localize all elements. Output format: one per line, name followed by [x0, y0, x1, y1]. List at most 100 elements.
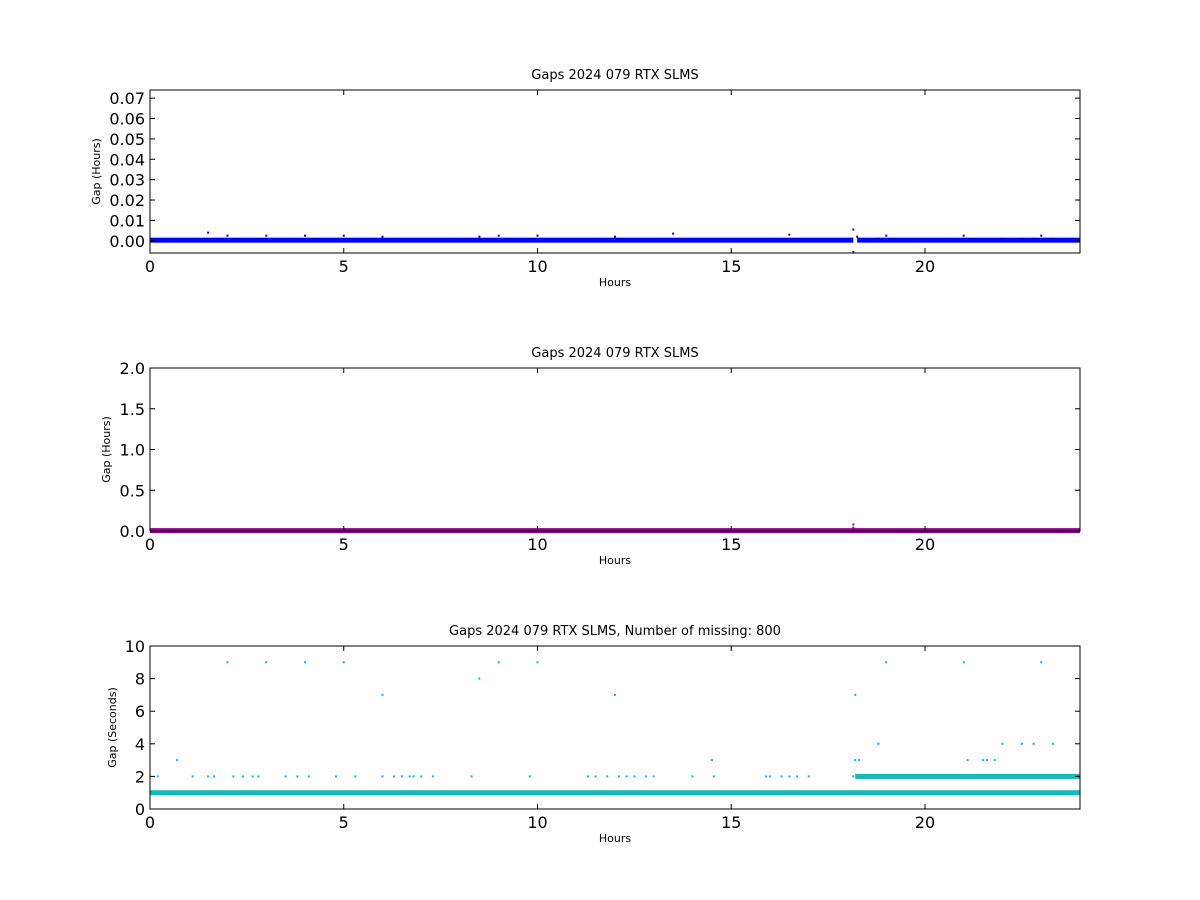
- data-point-23: [412, 775, 415, 778]
- data-point-11: [788, 233, 791, 236]
- data-point-1: [852, 526, 855, 529]
- y-tick-label: 0.00: [109, 232, 145, 251]
- data-point-1: [176, 759, 179, 762]
- data-point-54: [885, 661, 888, 664]
- data-point-20: [1032, 237, 1035, 240]
- axes-frame: [149, 645, 1081, 810]
- data-point-52: [858, 759, 861, 762]
- axes-frame: [149, 367, 1081, 532]
- data-point-4: [212, 775, 215, 778]
- data-point-19: [381, 775, 384, 778]
- data-point-27: [478, 677, 481, 680]
- x-tick-label: 15: [721, 535, 741, 554]
- data-point-24: [420, 775, 423, 778]
- y-tick-label: 0.04: [109, 150, 145, 169]
- data-point-20: [393, 775, 396, 778]
- data-point-53: [877, 742, 880, 745]
- data-point-5: [381, 235, 384, 238]
- data-point-28: [497, 661, 500, 664]
- baseline2-band-0: [855, 773, 1080, 779]
- data-point-64: [1051, 742, 1054, 745]
- data-point-14: [307, 775, 310, 778]
- x-axis-label: Hours: [599, 554, 631, 567]
- data-point-13: [852, 250, 855, 253]
- data-point-40: [691, 775, 694, 778]
- data-point-34: [614, 693, 616, 696]
- data-point-45: [780, 775, 783, 778]
- data-point-9: [614, 235, 616, 238]
- chart-3: 0 5 10 15 20 0 2 4 6 8 10 Gaps 2024 079 RTX SLMS, N…: [106, 624, 1081, 845]
- data-point-60: [1001, 742, 1004, 745]
- data-point-37: [633, 775, 636, 778]
- data-point-12: [296, 775, 299, 778]
- y-tick-label: 0.07: [109, 89, 145, 108]
- data-point-55: [962, 661, 965, 664]
- data-point-4: [342, 234, 345, 237]
- data-point-59: [993, 759, 996, 762]
- data-point-10: [672, 232, 675, 235]
- baseline-band-1: [857, 237, 1080, 243]
- y-axis-label: Gap (Hours): [100, 416, 113, 483]
- y-tick-label: 1.0: [120, 441, 145, 460]
- data-point-61: [1020, 742, 1023, 745]
- y-tick-label: 2: [135, 767, 145, 786]
- x-tick-label: 20: [915, 257, 935, 276]
- data-point-47: [796, 775, 799, 778]
- data-point-10: [265, 661, 268, 664]
- data-point-15: [877, 237, 880, 240]
- data-point-26: [470, 775, 473, 778]
- chart-title: Gaps 2024 079 RTX SLMS: [531, 68, 698, 83]
- data-point-36: [625, 775, 628, 778]
- x-tick-label: 0: [145, 535, 155, 554]
- y-tick-label: 0.03: [109, 171, 145, 190]
- data-point-16: [885, 234, 888, 237]
- y-tick-label: 1.5: [120, 400, 145, 419]
- data-point-56: [966, 759, 969, 762]
- data-point-38: [645, 775, 647, 778]
- data-point-17: [354, 775, 357, 778]
- x-axis-label: Hours: [599, 832, 631, 845]
- data-point-0: [852, 523, 855, 526]
- data-point-43: [765, 775, 768, 778]
- data-point-30: [536, 661, 539, 664]
- x-tick-label: 5: [339, 257, 349, 276]
- data-point-14: [856, 235, 859, 238]
- x-tick-label: 20: [915, 535, 935, 554]
- x-tick-label: 5: [339, 535, 349, 554]
- data-point-29: [528, 775, 531, 778]
- data-point-2: [265, 234, 268, 237]
- y-tick-label: 0.02: [109, 191, 145, 210]
- data-point-21: [400, 775, 403, 778]
- y-tick-label: 0.06: [109, 110, 145, 129]
- x-tick-label: 20: [915, 813, 935, 832]
- data-point-17: [962, 234, 965, 237]
- chart-title: Gaps 2024 079 RTX SLMS, Number of missin…: [449, 624, 781, 639]
- x-tick-label: 0: [145, 813, 155, 832]
- chart-2: 0 5 10 15 20 0.0 0.5 1.0 1.5 2.0 Gaps 2024 079 RTX…: [100, 346, 1081, 567]
- data-point-8: [536, 234, 539, 237]
- x-tick-label: 15: [721, 257, 741, 276]
- data-point-50: [854, 693, 857, 696]
- y-tick-label: 0.5: [120, 481, 145, 500]
- data-point-2: [191, 775, 194, 778]
- y-axis-label: Gap (Hours): [90, 138, 103, 205]
- y-tick-label: 2.0: [120, 359, 145, 378]
- y-tick-label: 0: [135, 800, 145, 819]
- data-point-46: [788, 775, 791, 778]
- x-tick-label: 10: [527, 535, 547, 554]
- data-point-39: [652, 775, 655, 778]
- x-tick-label: 10: [527, 257, 547, 276]
- data-point-18: [1001, 237, 1004, 240]
- data-point-3: [304, 234, 306, 237]
- y-tick-label: 0.05: [109, 130, 145, 149]
- data-point-16: [342, 661, 345, 664]
- data-point-48: [807, 775, 810, 778]
- data-point-6: [232, 775, 235, 778]
- data-point-11: [284, 775, 287, 778]
- y-tick-label: 10: [125, 637, 145, 656]
- baseline-band-0: [150, 237, 854, 243]
- data-point-25: [431, 775, 434, 778]
- data-point-7: [497, 234, 500, 237]
- data-point-6: [478, 235, 481, 238]
